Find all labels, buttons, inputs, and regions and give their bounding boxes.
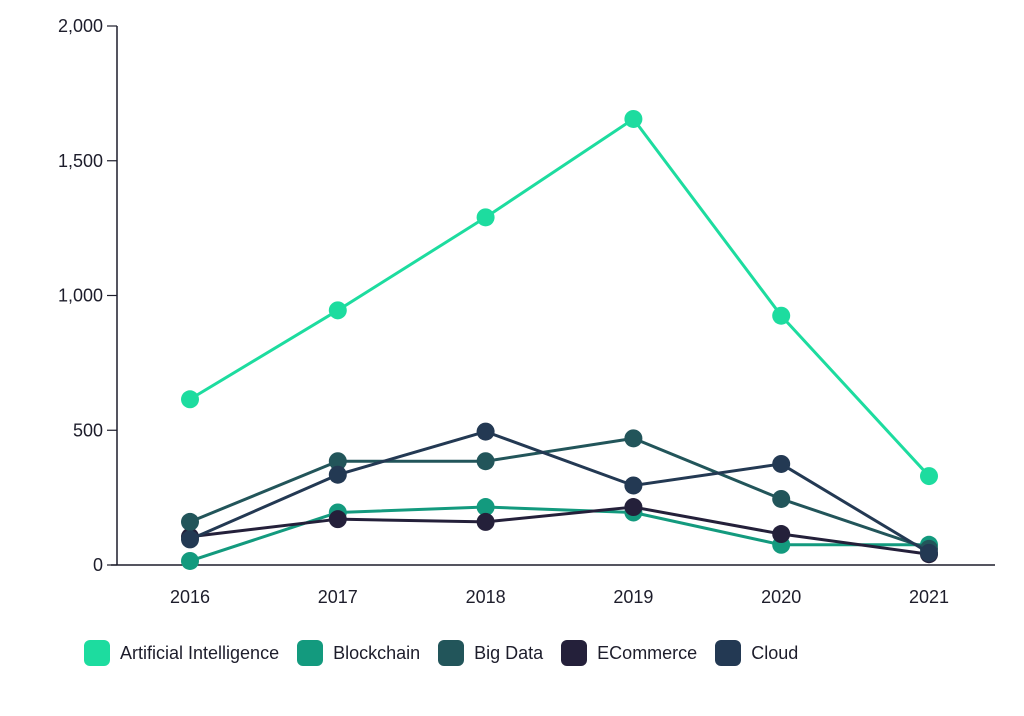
legend-label: Blockchain	[333, 642, 421, 663]
data-point[interactable]	[181, 551, 199, 570]
legend: Artificial Intelligence Blockchain Big Dat…	[84, 640, 816, 666]
data-point[interactable]	[181, 390, 199, 409]
data-point[interactable]	[772, 525, 791, 544]
series-line	[189, 505, 930, 556]
data-point[interactable]	[624, 498, 643, 517]
data-point[interactable]	[476, 498, 495, 517]
series-line	[189, 505, 929, 563]
data-point[interactable]	[328, 301, 347, 320]
y-tick-label: 2,000	[58, 16, 103, 36]
series-cloud	[181, 422, 938, 562]
data-point[interactable]	[476, 452, 495, 471]
x-tick-label: 2021	[909, 587, 949, 607]
y-tick-label: 0	[93, 555, 103, 575]
x-tick-label: 2019	[613, 587, 653, 607]
data-point[interactable]	[920, 543, 938, 562]
x-tick-label: 2016	[170, 587, 210, 607]
legend-label: Cloud	[751, 642, 799, 663]
data-point[interactable]	[476, 422, 495, 441]
data-point[interactable]	[772, 454, 791, 473]
data-point[interactable]	[328, 465, 347, 484]
data-point[interactable]	[624, 476, 643, 495]
legend-item[interactable]: ECommerce	[561, 640, 697, 666]
legend-item[interactable]: Cloud	[715, 640, 798, 666]
y-tick-label: 500	[73, 420, 103, 440]
legend-swatch	[561, 640, 588, 666]
x-tick-label: 2017	[318, 587, 358, 607]
data-point[interactable]	[476, 512, 495, 531]
legend-swatch	[715, 640, 742, 666]
series-line	[189, 117, 931, 478]
data-point[interactable]	[920, 467, 938, 486]
data-point[interactable]	[181, 512, 199, 531]
axes	[111, 26, 995, 566]
legend-item[interactable]: Big Data	[438, 640, 543, 666]
legend-swatch	[438, 640, 465, 666]
legend-label: ECommerce	[597, 642, 698, 663]
series-artificial-intelligence	[181, 109, 938, 486]
data-point[interactable]	[328, 452, 347, 471]
series-ecommerce	[181, 498, 938, 564]
series-blockchain	[181, 498, 938, 570]
series-line	[189, 436, 930, 551]
data-point[interactable]	[772, 489, 791, 508]
data-point[interactable]	[328, 510, 347, 529]
y-tick-label: 1,000	[58, 286, 103, 306]
data-point[interactable]	[476, 208, 495, 227]
data-point[interactable]	[181, 530, 199, 549]
y-axis-ticks: 0 500 1,000 1,500 2,000	[58, 16, 117, 575]
legend-swatch	[297, 640, 324, 666]
series-group	[181, 109, 938, 570]
x-axis-ticks: 2016 2017 2018 2019 2020 2021	[170, 587, 949, 607]
legend-item[interactable]: Artificial Intelligence	[84, 640, 279, 666]
data-point[interactable]	[772, 306, 791, 325]
x-tick-label: 2018	[466, 587, 506, 607]
series-line	[189, 430, 930, 555]
legend-label: Artificial Intelligence	[120, 642, 280, 663]
legend-swatch	[84, 640, 110, 666]
legend-label: Big Data	[474, 642, 544, 663]
data-point[interactable]	[624, 429, 643, 448]
y-tick-label: 1,500	[58, 151, 103, 171]
data-point[interactable]	[624, 109, 643, 128]
legend-item[interactable]: Blockchain	[297, 640, 420, 666]
x-tick-label: 2020	[761, 587, 801, 607]
